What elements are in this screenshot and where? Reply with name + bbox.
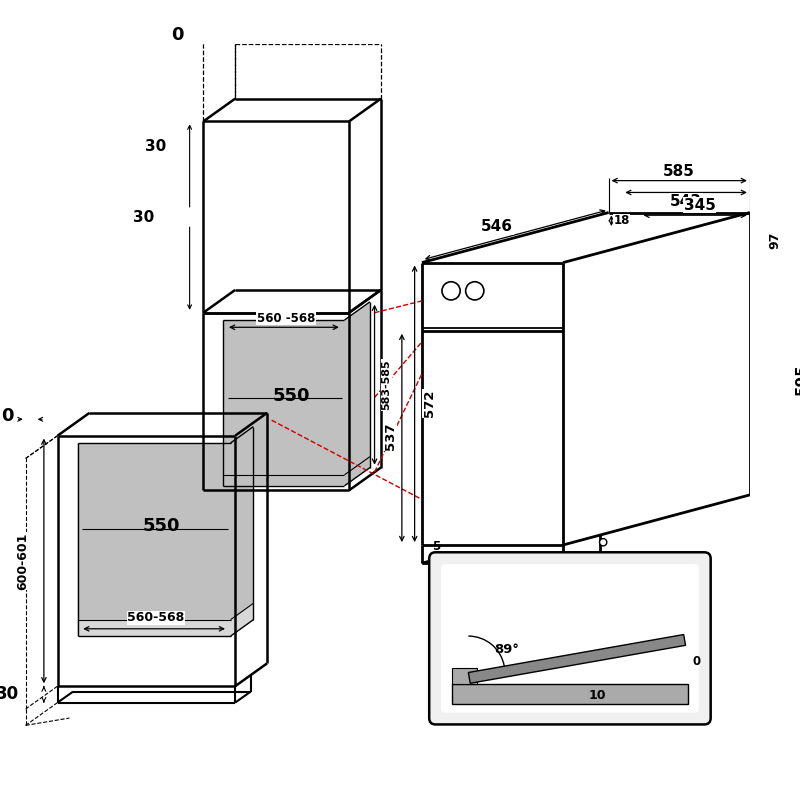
- Text: 458: 458: [563, 563, 592, 578]
- Circle shape: [466, 282, 484, 300]
- Text: 543: 543: [670, 194, 702, 209]
- Text: 546: 546: [481, 219, 513, 234]
- Text: 583-585: 583-585: [382, 359, 391, 410]
- Text: 550: 550: [273, 386, 310, 405]
- Polygon shape: [468, 634, 686, 683]
- FancyBboxPatch shape: [429, 552, 710, 725]
- Text: 18: 18: [614, 214, 630, 227]
- Text: 5: 5: [432, 540, 440, 553]
- Circle shape: [599, 538, 607, 546]
- Text: 97: 97: [769, 232, 782, 250]
- Text: 560-568: 560-568: [127, 611, 185, 624]
- Polygon shape: [452, 684, 688, 704]
- Text: 0: 0: [1, 406, 14, 425]
- Text: 43: 43: [467, 552, 484, 565]
- FancyBboxPatch shape: [441, 564, 699, 713]
- Text: 585: 585: [663, 164, 695, 179]
- Circle shape: [442, 282, 460, 300]
- Text: 0: 0: [693, 655, 701, 668]
- Text: 595: 595: [497, 579, 526, 593]
- Text: 0: 0: [171, 26, 184, 44]
- Text: 537: 537: [383, 423, 397, 450]
- Text: 550: 550: [142, 517, 180, 535]
- Text: 30: 30: [134, 210, 154, 225]
- Polygon shape: [452, 668, 478, 684]
- Polygon shape: [78, 426, 254, 636]
- Text: 595: 595: [795, 363, 800, 394]
- Text: 30: 30: [146, 139, 166, 154]
- Text: 572: 572: [422, 390, 436, 418]
- Text: 600-601: 600-601: [17, 532, 30, 590]
- Text: 10: 10: [589, 689, 606, 702]
- Text: 345: 345: [684, 198, 716, 213]
- Polygon shape: [223, 302, 370, 486]
- Text: 30: 30: [0, 686, 19, 703]
- Text: 89°: 89°: [494, 643, 518, 656]
- Polygon shape: [78, 603, 254, 636]
- Text: 560 -568: 560 -568: [257, 312, 315, 325]
